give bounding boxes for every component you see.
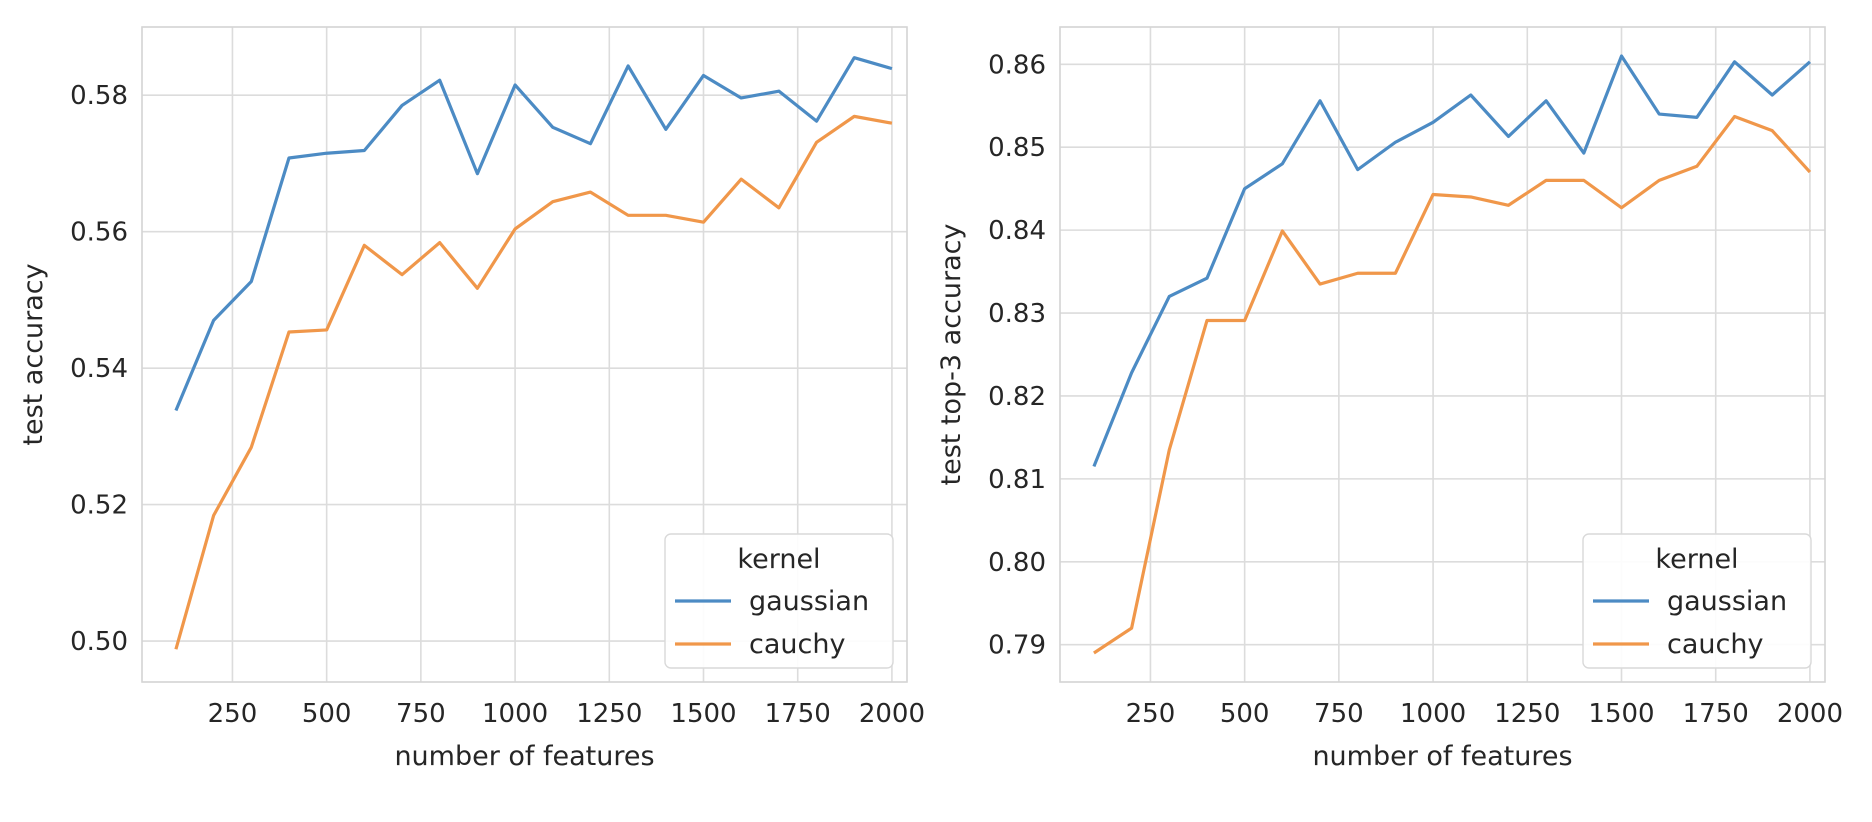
right-y-axis-label: test top-3 accuracy	[936, 223, 967, 485]
right-x-tick-label: 500	[1220, 699, 1270, 729]
right-y-tick-label: 0.86	[988, 50, 1046, 80]
left-y-tick-label: 0.56	[70, 218, 128, 248]
left-chart: 250 500 750 1000 1250 1500 1750 2000 0.50 0.52 0.5…	[18, 26, 925, 772]
right-x-tick-label: 1250	[1494, 699, 1560, 729]
right-series-line-cauchy	[1093, 114, 1812, 655]
left-y-tick-label: 0.52	[70, 491, 128, 521]
right-legend-label-gaussian: gaussian	[1667, 586, 1787, 617]
left-x-tick-label: 2000	[859, 699, 925, 729]
left-x-tick-label: 750	[396, 699, 446, 729]
right-y-tick-label: 0.80	[988, 548, 1046, 578]
right-y-tick-label: 0.85	[988, 133, 1046, 163]
right-y-tick-label: 0.83	[988, 299, 1046, 329]
right-x-tick-label: 1750	[1683, 699, 1749, 729]
left-legend-box	[664, 533, 894, 669]
right-x-tick-label: 750	[1314, 699, 1364, 729]
left-series-line-cauchy	[174, 114, 893, 650]
right-legend-box	[1582, 533, 1812, 669]
right-x-tick-label: 1500	[1588, 699, 1654, 729]
left-y-tick-label: 0.50	[70, 627, 128, 657]
left-x-tick-label: 500	[302, 699, 352, 729]
right-chart: 250 500 750 1000 1250 1500 1750 2000 0.79 0.80 0.8…	[936, 26, 1843, 772]
left-x-tick-label: 250	[208, 699, 258, 729]
left-legend-label-cauchy: cauchy	[749, 629, 845, 660]
right-series-line-gaussian	[1092, 54, 1811, 468]
left-x-tick-label: 1000	[482, 699, 548, 729]
left-x-axis-label: number of features	[394, 741, 654, 772]
right-x-axis-label: number of features	[1312, 741, 1572, 772]
right-x-tick-label: 1000	[1400, 699, 1466, 729]
right-x-tick-label: 2000	[1777, 699, 1843, 729]
right-y-tick-label: 0.82	[988, 382, 1046, 412]
right-plot-frame	[1059, 26, 1826, 683]
left-legend-title: kernel	[737, 544, 820, 575]
right-x-tick-label: 250	[1126, 699, 1176, 729]
left-x-tick-label: 1500	[670, 699, 736, 729]
left-x-tick-label: 1250	[576, 699, 642, 729]
right-legend-label-cauchy: cauchy	[1667, 629, 1763, 660]
left-y-tick-label: 0.54	[70, 354, 128, 384]
right-y-tick-label: 0.84	[988, 216, 1046, 246]
left-plot-frame	[141, 26, 908, 683]
left-legend: kernel gaussian cauchy	[664, 533, 894, 669]
right-legend-title: kernel	[1655, 544, 1738, 575]
left-y-axis-label: test accuracy	[18, 263, 49, 445]
left-legend-label-gaussian: gaussian	[749, 586, 869, 617]
left-y-tick-label: 0.58	[70, 81, 128, 111]
right-legend: kernel gaussian cauchy	[1582, 533, 1812, 669]
right-y-tick-label: 0.81	[988, 465, 1046, 495]
left-x-tick-label: 1750	[765, 699, 831, 729]
left-series-line-gaussian	[174, 56, 893, 412]
right-y-tick-label: 0.79	[988, 631, 1046, 661]
